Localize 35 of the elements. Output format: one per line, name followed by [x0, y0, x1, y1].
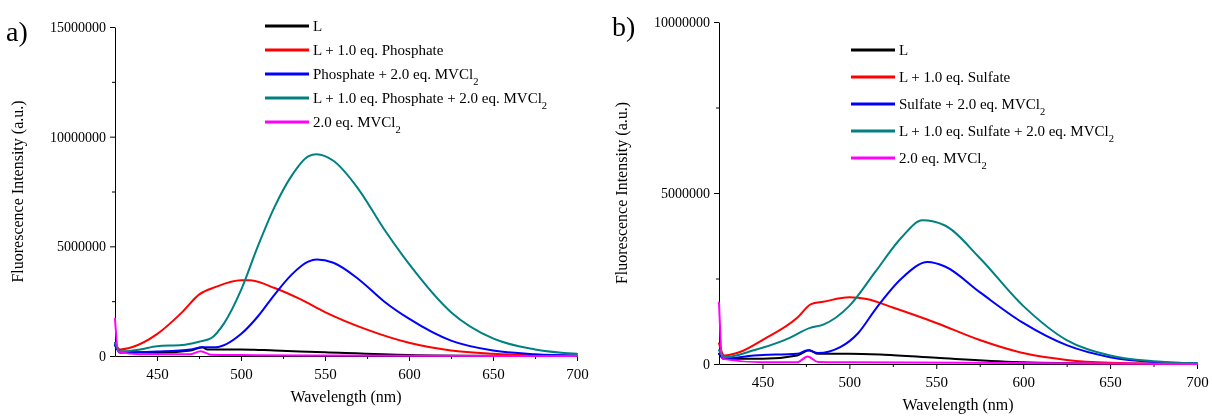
y-tick-label: 10000000 [654, 14, 710, 30]
x-tick-label: 450 [146, 365, 169, 382]
x-tick-label: 500 [230, 365, 253, 382]
legend-label: L + 1.0 eq. Sulfate + 2.0 eq. MVCl$_{2}$ [899, 123, 1114, 144]
x-tick-label: 550 [925, 373, 949, 390]
legend-label: Sulfate + 2.0 eq. MVCl$_{2}$ [899, 96, 1046, 117]
x-axis-title: Wavelength (nm) [290, 388, 402, 406]
legend-label: L + 1.0 eq. Sulfate [899, 69, 1011, 85]
x-tick-label: 550 [314, 365, 337, 382]
y-tick-label: 5000000 [661, 185, 710, 201]
x-tick-label: 650 [1099, 373, 1122, 390]
y-tick-label: 5000000 [57, 239, 106, 255]
chart-title: a) [6, 16, 28, 47]
y-axis-title: Fluorescence Intensity (a.u.) [9, 100, 27, 283]
y-tick-label: 10000000 [50, 129, 106, 145]
x-tick-label: 600 [398, 365, 421, 382]
x-tick-label: 450 [751, 373, 775, 390]
x-axis-title: Wavelength (nm) [902, 396, 1014, 414]
x-tick-label: 650 [482, 365, 505, 382]
legend-label: L + 1.0 eq. Phosphate [313, 42, 444, 58]
x-tick-label: 500 [838, 373, 862, 390]
chart-title: b) [612, 11, 636, 42]
legend-label: L [899, 42, 909, 58]
x-tick-label: 600 [1012, 373, 1035, 390]
y-tick-label: 0 [703, 356, 710, 372]
x-tick-label: 700 [1186, 373, 1209, 390]
legend-label: L + 1.0 eq. Phosphate + 2.0 eq. MVCl$_{2}$ [313, 90, 548, 111]
y-tick-label: 15000000 [50, 19, 106, 35]
legend-label: 2.0 eq. MVCl$_{2}$ [899, 150, 987, 171]
legend-label: 2.0 eq. MVCl$_{2}$ [313, 114, 401, 135]
y-axis-title: Fluorescence Intensity (a.u.) [613, 101, 631, 285]
legend-label: Phosphate + 2.0 eq. MVCl$_{2}$ [313, 66, 479, 87]
y-tick-label: 0 [99, 348, 106, 364]
x-tick-label: 700 [566, 365, 589, 382]
legend-label: L [313, 18, 323, 34]
